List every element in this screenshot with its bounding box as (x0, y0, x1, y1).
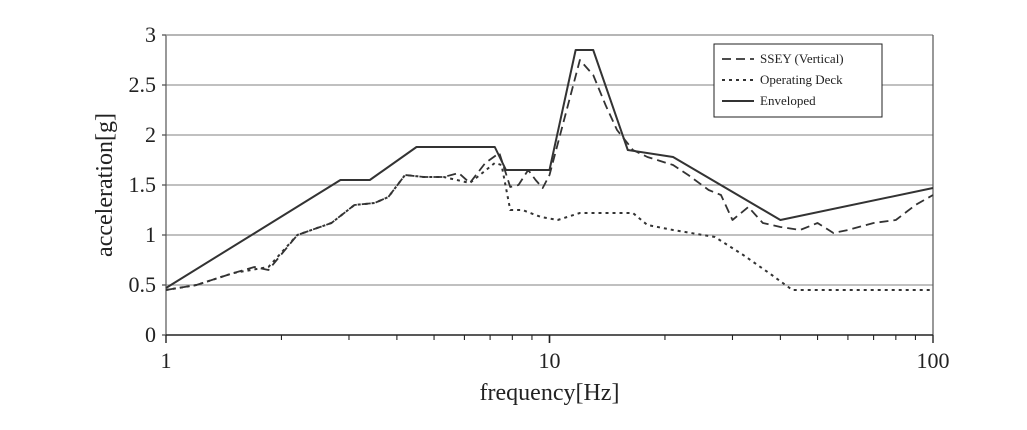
y-tick-label-6: 3 (145, 22, 156, 47)
series-line-0 (165, 59, 934, 291)
y-tick-label-1: 0.5 (129, 272, 157, 297)
legend-label-2: Enveloped (760, 93, 816, 108)
x-tick-label-1: 10 (539, 348, 561, 373)
y-axis-title: acceleration[g] (92, 113, 118, 257)
axes (162, 34, 934, 343)
legend-box (713, 43, 883, 118)
x-axis-title: frequency[Hz] (480, 380, 620, 406)
series-line-1 (165, 162, 933, 291)
x-tick-label-2: 100 (917, 348, 950, 373)
series-layer (165, 49, 934, 291)
y-tick-label-3: 1.5 (129, 172, 157, 197)
x-tick-label-0: 1 (161, 348, 172, 373)
y-tick-label-2: 1 (145, 222, 156, 247)
y-tick-label-5: 2.5 (129, 72, 157, 97)
y-tick-label-0: 0 (145, 322, 156, 347)
tick-labels: 0 0.5 1 1.5 2 2.5 3 1 10 100 (129, 22, 950, 373)
legend-label-1: Operating Deck (760, 72, 843, 87)
legend-label-0: SSEY (Vertical) (760, 51, 844, 66)
legend: SSEY (Vertical) Operating Deck Enveloped (713, 43, 883, 118)
y-tick-label-4: 2 (145, 122, 156, 147)
series-line-2 (165, 49, 934, 289)
